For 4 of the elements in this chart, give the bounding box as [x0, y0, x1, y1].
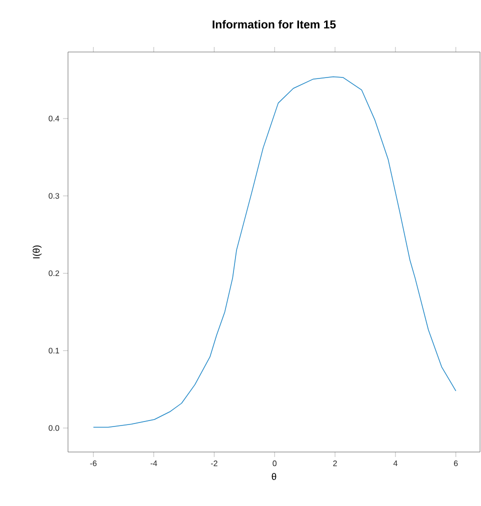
x-axis-title: θ	[272, 473, 276, 480]
line-series	[93, 76, 456, 428]
y-axis-title: I(θ)	[32, 245, 42, 258]
chart-title: Information for Item 15	[212, 20, 336, 28]
